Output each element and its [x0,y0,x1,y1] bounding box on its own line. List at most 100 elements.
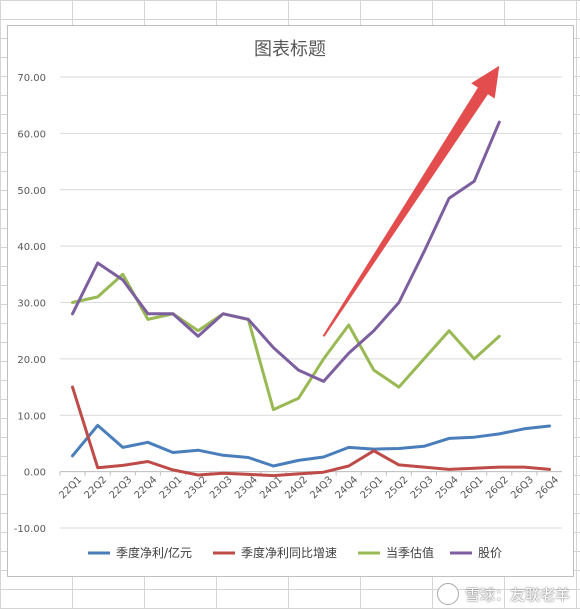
data-point [222,454,225,457]
snowball-logo-icon [436,583,459,605]
data-point [146,312,149,315]
data-point [197,335,200,338]
series-line-3 [71,272,501,412]
legend-label: 股价 [478,546,502,560]
data-point [397,301,400,304]
y-tick-label: 60.00 [17,129,46,140]
data-point [71,301,74,304]
data-point [272,464,275,467]
series-line-2 [71,385,551,478]
x-tick-label: 25Q2 [384,474,411,501]
data-point [297,472,300,475]
watermark: 雪球：友联老羊 [436,581,570,607]
data-point [247,318,250,321]
y-tick-label: 40.00 [17,242,46,253]
data-point [146,460,149,463]
data-point [322,380,325,383]
x-tick-label: 22Q1 [57,474,84,501]
data-point [473,467,476,470]
data-point [498,121,501,124]
data-point [96,466,99,469]
data-point [96,295,99,298]
x-tick-label: 25Q4 [434,474,461,501]
data-point [548,468,551,471]
data-point [422,250,425,253]
data-point [448,197,451,200]
data-point [347,324,350,327]
x-tick-label: 26Q4 [534,474,561,501]
data-point [197,329,200,332]
y-tick-label: 70.00 [17,73,46,84]
x-tick-label: 24Q2 [283,474,310,501]
series-line-4 [71,120,501,383]
data-point [71,312,74,315]
data-point [272,408,275,411]
x-tick-label: 26Q1 [459,474,486,501]
x-tick-label: 22Q2 [82,474,109,501]
data-point [523,427,526,430]
data-point [372,449,375,452]
data-point [422,357,425,360]
x-tick-label: 22Q3 [108,474,135,501]
data-point [473,357,476,360]
x-tick-label: 23Q2 [183,474,210,501]
data-point [247,473,250,476]
data-point [171,451,174,454]
y-tick-label: 20.00 [17,355,46,366]
y-tick-label: -10.00 [14,524,46,535]
y-tick-label: 0.00 [24,468,46,479]
data-point [297,369,300,372]
data-point [197,449,200,452]
data-point [523,466,526,469]
data-point [121,273,124,276]
y-tick-label: 50.00 [17,186,46,197]
data-point [347,352,350,355]
data-point [397,386,400,389]
data-point [197,474,200,477]
data-point [171,468,174,471]
y-tick-label: 30.00 [17,299,46,310]
data-point [247,456,250,459]
legend-label: 季度净利同比增速 [241,545,337,560]
x-tick-label: 23Q3 [208,474,235,501]
x-tick-label: 24Q4 [333,474,360,501]
data-point [297,397,300,400]
data-point [171,312,174,315]
data-point [322,357,325,360]
data-point [498,335,501,338]
data-point [347,464,350,467]
red-arrow-annotation [322,65,500,337]
data-point [222,472,225,475]
data-point [71,386,74,389]
x-tick-label: 25Q1 [359,474,386,501]
series-line-1 [71,423,551,468]
y-tick-label: 10.00 [17,411,46,422]
data-point [422,466,425,469]
chart-area[interactable] [7,25,574,577]
data-point [146,318,149,321]
data-point [71,454,74,457]
data-point [121,446,124,449]
data-point [422,445,425,448]
data-point [372,369,375,372]
data-point [347,446,350,449]
legend-label: 季度净利/亿元 [116,545,192,560]
data-point [222,312,225,315]
data-point [146,441,149,444]
x-tick-label: 23Q4 [233,474,260,501]
x-tick-label: 26Q3 [509,474,536,501]
x-tick-label: 25Q3 [409,474,436,501]
data-point [297,459,300,462]
data-point [121,464,124,467]
data-point [322,455,325,458]
watermark-text: 雪球：友联老羊 [464,585,570,604]
data-point [473,436,476,439]
x-tick-label: 24Q3 [308,474,335,501]
data-point [548,424,551,427]
data-point [498,466,501,469]
x-tick-label: 23Q1 [158,474,185,501]
data-point [96,262,99,265]
data-point [121,278,124,281]
data-point [448,468,451,471]
